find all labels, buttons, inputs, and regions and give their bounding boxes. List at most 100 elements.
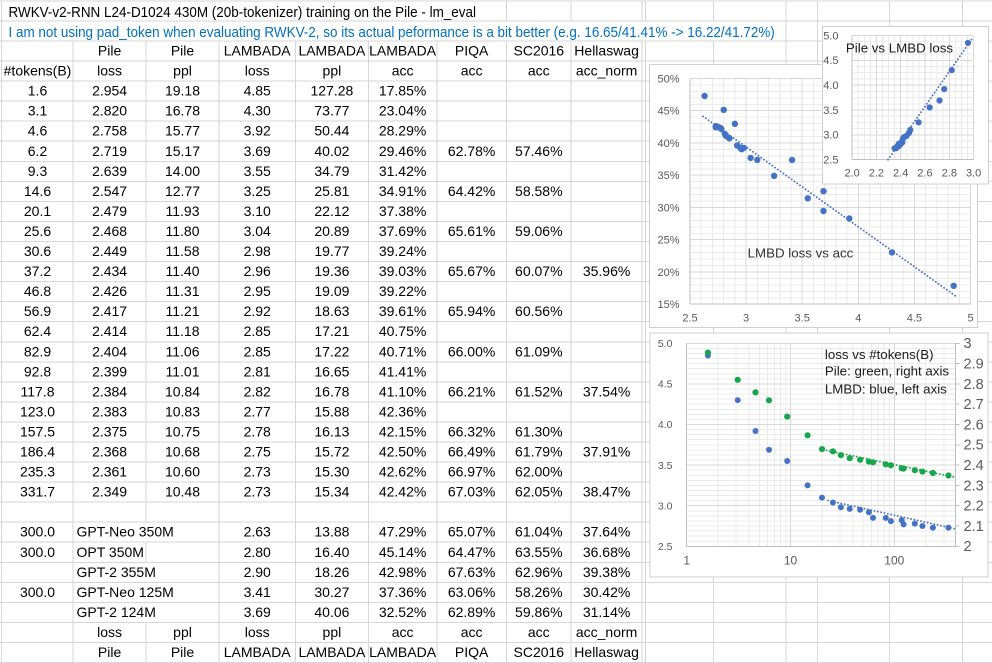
svg-text:4.5: 4.5 — [823, 55, 838, 67]
svg-text:RWKV-v2-RNN L24-D1024 430M (20: RWKV-v2-RNN L24-D1024 430M (20b-tokenize… — [9, 4, 477, 21]
svg-text:3.25: 3.25 — [244, 183, 271, 199]
svg-text:4.0: 4.0 — [658, 419, 673, 431]
svg-text:Pile vs LMBD loss: Pile vs LMBD loss — [846, 41, 953, 56]
svg-text:2.383: 2.383 — [92, 403, 127, 419]
svg-text:20.89: 20.89 — [314, 223, 349, 239]
svg-text:62.4: 62.4 — [24, 323, 51, 339]
svg-text:3.1: 3.1 — [28, 103, 48, 119]
svg-text:45%: 45% — [657, 106, 679, 118]
svg-text:13.88: 13.88 — [314, 524, 349, 540]
svg-text:2.426: 2.426 — [92, 283, 127, 299]
svg-text:ppl: ppl — [173, 624, 192, 640]
svg-text:29.46%: 29.46% — [379, 143, 426, 159]
svg-text:3.0: 3.0 — [823, 130, 838, 142]
svg-text:ppl: ppl — [323, 63, 342, 79]
svg-text:42.36%: 42.36% — [379, 403, 426, 419]
svg-text:100: 100 — [884, 554, 904, 568]
svg-text:65.07%: 65.07% — [448, 524, 495, 540]
svg-text:17.21: 17.21 — [314, 323, 349, 339]
svg-text:39.61%: 39.61% — [379, 303, 426, 319]
svg-text:acc: acc — [461, 624, 483, 640]
svg-text:I am not using pad_token when: I am not using pad_token when evaluating… — [9, 24, 775, 41]
svg-text:37.54%: 37.54% — [583, 383, 630, 399]
svg-text:2.0: 2.0 — [844, 168, 859, 180]
svg-text:2.85: 2.85 — [244, 323, 271, 339]
svg-text:2.81: 2.81 — [244, 363, 271, 379]
svg-text:62.96%: 62.96% — [515, 564, 562, 580]
svg-text:64.47%: 64.47% — [448, 544, 495, 560]
svg-text:3.69: 3.69 — [244, 604, 271, 620]
svg-text:Pile: Pile — [171, 644, 195, 660]
svg-text:25.81: 25.81 — [314, 183, 349, 199]
svg-text:Hellaswag: Hellaswag — [574, 644, 639, 660]
svg-text:2.95: 2.95 — [244, 283, 271, 299]
svg-text:loss: loss — [97, 63, 122, 79]
svg-text:2.547: 2.547 — [92, 183, 127, 199]
svg-text:67.03%: 67.03% — [448, 484, 495, 500]
svg-text:2.479: 2.479 — [92, 203, 127, 219]
svg-text:ppl: ppl — [173, 63, 192, 79]
svg-text:3.69: 3.69 — [244, 143, 271, 159]
svg-text:39.38%: 39.38% — [583, 564, 630, 580]
svg-text:34.79: 34.79 — [314, 163, 349, 179]
svg-text:1: 1 — [683, 554, 690, 568]
svg-text:40.02: 40.02 — [314, 143, 349, 159]
svg-text:42.98%: 42.98% — [379, 564, 426, 580]
svg-text:12.77: 12.77 — [165, 183, 200, 199]
svg-text:16.78: 16.78 — [314, 383, 349, 399]
svg-text:15.34: 15.34 — [314, 484, 349, 500]
svg-text:acc: acc — [392, 624, 414, 640]
svg-text:61.79%: 61.79% — [515, 444, 562, 460]
svg-text:82.9: 82.9 — [24, 343, 51, 359]
svg-text:66.21%: 66.21% — [448, 383, 495, 399]
svg-text:10.60: 10.60 — [165, 464, 200, 480]
svg-text:19.77: 19.77 — [314, 243, 349, 259]
svg-text:2.404: 2.404 — [92, 343, 127, 359]
svg-text:59.06%: 59.06% — [515, 223, 562, 239]
svg-text:GPT-Neo 125M: GPT-Neo 125M — [77, 584, 174, 600]
svg-text:235.3: 235.3 — [20, 464, 55, 480]
svg-text:18.63: 18.63 — [314, 303, 349, 319]
svg-text:4.5: 4.5 — [907, 312, 922, 324]
svg-text:66.49%: 66.49% — [448, 444, 495, 460]
svg-text:2.368: 2.368 — [92, 444, 127, 460]
svg-text:3: 3 — [964, 336, 972, 352]
svg-text:127.28: 127.28 — [310, 83, 353, 99]
svg-text:acc: acc — [392, 63, 414, 79]
svg-text:2.5: 2.5 — [682, 312, 697, 324]
svg-text:19.36: 19.36 — [314, 263, 349, 279]
svg-text:66.32%: 66.32% — [448, 424, 495, 440]
svg-text:19.09: 19.09 — [314, 283, 349, 299]
svg-text:2.6: 2.6 — [964, 417, 984, 433]
svg-text:16.78: 16.78 — [165, 103, 200, 119]
svg-text:4.6: 4.6 — [28, 123, 48, 139]
svg-text:28.29%: 28.29% — [379, 123, 426, 139]
svg-text:1.6: 1.6 — [28, 83, 48, 99]
svg-text:17.85%: 17.85% — [379, 83, 426, 99]
svg-text:2.3: 2.3 — [964, 478, 984, 494]
svg-text:32.52%: 32.52% — [379, 604, 426, 620]
svg-text:64.42%: 64.42% — [448, 183, 495, 199]
svg-text:GPT-2 355M: GPT-2 355M — [77, 564, 156, 580]
svg-text:25%: 25% — [657, 235, 679, 247]
svg-text:42.15%: 42.15% — [379, 424, 426, 440]
svg-text:SC2016: SC2016 — [514, 43, 565, 59]
svg-text:42.42%: 42.42% — [379, 484, 426, 500]
svg-text:2.78: 2.78 — [244, 424, 271, 440]
svg-text:46.8: 46.8 — [24, 283, 51, 299]
svg-text:Hellaswag: Hellaswag — [574, 43, 639, 59]
svg-text:34.91%: 34.91% — [379, 183, 426, 199]
svg-text:63.06%: 63.06% — [448, 584, 495, 600]
svg-text:35.96%: 35.96% — [583, 263, 630, 279]
svg-text:62.05%: 62.05% — [515, 484, 562, 500]
svg-text:15%: 15% — [657, 299, 679, 311]
svg-text:2.8: 2.8 — [942, 168, 957, 180]
svg-text:11.58: 11.58 — [166, 243, 200, 259]
svg-text:66.97%: 66.97% — [448, 464, 495, 480]
svg-text:65.61%: 65.61% — [448, 223, 495, 239]
svg-text:11.21: 11.21 — [166, 303, 200, 319]
svg-text:LAMBADA: LAMBADA — [224, 644, 292, 660]
svg-text:40.71%: 40.71% — [379, 343, 426, 359]
svg-text:15.77: 15.77 — [165, 123, 200, 139]
svg-text:10.68: 10.68 — [165, 444, 200, 460]
